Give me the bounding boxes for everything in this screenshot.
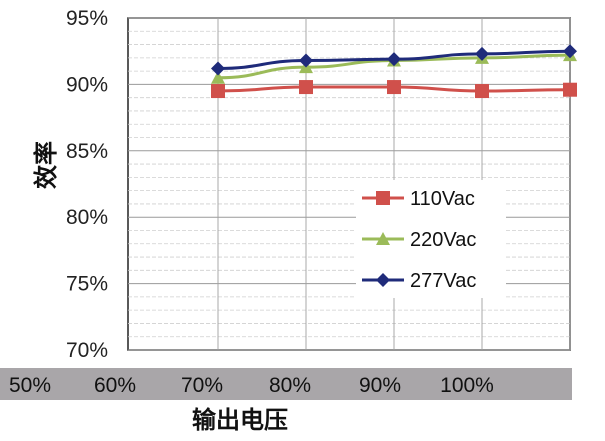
y-tick-label: 90% (66, 73, 108, 96)
data-point (211, 84, 225, 99)
y-axis-title: 效率 (32, 141, 60, 189)
y-tick-label: 70% (66, 339, 108, 362)
x-axis-title: 输出电压 (192, 406, 288, 434)
x-tick-label: 90% (359, 374, 401, 397)
data-point (563, 44, 577, 59)
x-axis-band (0, 368, 572, 400)
data-point (475, 46, 489, 61)
data-point (563, 82, 577, 97)
y-tick-label: 80% (66, 206, 108, 229)
data-point (387, 52, 401, 67)
data-point (211, 61, 225, 76)
y-tick-label: 85% (66, 140, 108, 163)
legend-label: 110Vac (410, 188, 475, 210)
x-tick-label: 70% (181, 374, 223, 397)
x-tick-label: 60% (94, 374, 136, 397)
data-point (376, 191, 390, 205)
y-tick-label: 75% (66, 273, 108, 296)
legend-label: 277Vac (410, 270, 476, 292)
series-layer (211, 44, 577, 99)
data-point (376, 273, 390, 287)
series-110Vac (211, 80, 577, 99)
y-tick-label: 95% (66, 7, 108, 30)
x-axis-ticks: 50% 60% 70% 80% 90% 100% (9, 374, 494, 397)
legend: 110Vac 220Vac 277Vac (356, 180, 506, 298)
data-point (376, 232, 390, 245)
data-point (299, 53, 313, 68)
legend-label: 220Vac (410, 229, 476, 251)
data-point (299, 80, 313, 95)
x-tick-label: 50% (9, 374, 51, 397)
x-tick-label: 80% (269, 374, 311, 397)
data-point (211, 70, 225, 84)
y-axis-ticks: 70% 75% 80% 85% 90% 95% (66, 7, 108, 362)
series-277Vac (211, 44, 577, 76)
x-tick-label: 100% (440, 374, 494, 397)
data-point (475, 84, 489, 99)
data-point (387, 80, 401, 95)
